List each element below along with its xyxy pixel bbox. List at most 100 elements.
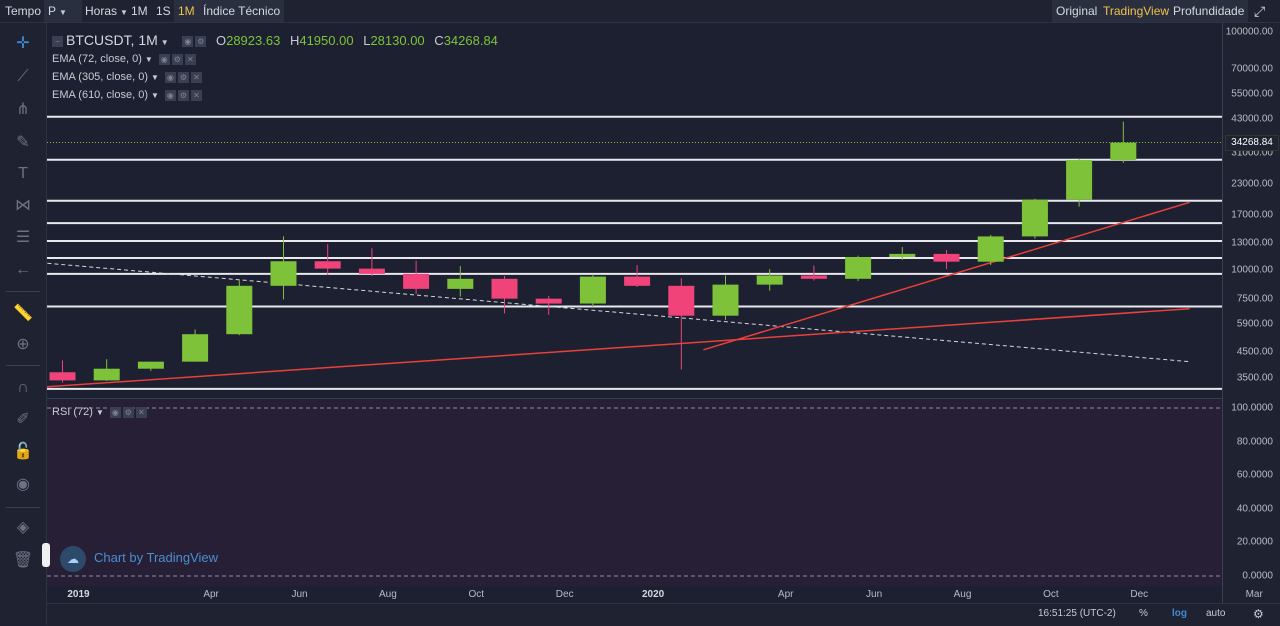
pane-resize-handle[interactable] bbox=[42, 543, 50, 567]
percent-scale-button[interactable]: % bbox=[1139, 608, 1148, 619]
candle[interactable] bbox=[270, 236, 297, 300]
candle[interactable] bbox=[977, 234, 1004, 266]
indicator-button[interactable]: Índice Técnico bbox=[199, 0, 285, 22]
lock-drawing-icon[interactable]: ✐ bbox=[16, 411, 30, 428]
candle[interactable] bbox=[137, 361, 164, 371]
crosshair-icon[interactable]: ✛ bbox=[16, 35, 30, 52]
view-tradingview-tab[interactable]: TradingView bbox=[1099, 0, 1174, 22]
eye-icon[interactable]: ◉ bbox=[16, 476, 30, 493]
view-depth-tab[interactable]: Profundidade bbox=[1169, 0, 1249, 22]
gear-icon[interactable]: ⚙ bbox=[1253, 607, 1264, 621]
trend-lines bbox=[47, 201, 1190, 388]
brush-icon[interactable]: ✎ bbox=[16, 134, 30, 151]
candle[interactable] bbox=[668, 278, 695, 370]
collapse-icon[interactable]: − bbox=[52, 36, 63, 48]
price-chart[interactable] bbox=[47, 23, 1222, 603]
hide-icon[interactable]: ◉ bbox=[164, 89, 176, 101]
chevron-down-icon: ▼ bbox=[151, 91, 159, 100]
close-icon[interactable]: ✕ bbox=[135, 406, 147, 418]
zoom-icon[interactable]: ⊕ bbox=[16, 336, 30, 353]
rsi-indicator[interactable]: RSI (72) ▼ ◉ ⚙ ✕ bbox=[52, 406, 147, 418]
trash-icon[interactable]: 🗑 bbox=[12, 552, 34, 569]
interval-1m-button[interactable]: 1M bbox=[131, 4, 148, 18]
ema-305-indicator[interactable]: EMA (305, close, 0) ▼ ◉ ⚙ ✕ bbox=[52, 71, 202, 83]
settings-icon[interactable]: ⚙ bbox=[195, 36, 207, 48]
pitchfork-icon[interactable]: ⋔ bbox=[16, 101, 30, 118]
candle[interactable] bbox=[1021, 198, 1048, 239]
chevron-down-icon[interactable]: ▼ bbox=[160, 38, 169, 47]
candle-body bbox=[712, 284, 739, 316]
candle[interactable] bbox=[1066, 158, 1093, 207]
trend-line[interactable] bbox=[47, 307, 1190, 388]
back-arrow-icon[interactable]: ← bbox=[15, 261, 31, 278]
price-axis[interactable]: 100000.00 70000.00 55000.00 43000.00 31000.0… bbox=[1222, 23, 1280, 603]
auto-scale-button[interactable]: auto bbox=[1206, 608, 1226, 619]
hide-icon[interactable]: ◉ bbox=[109, 406, 121, 418]
ema-610-indicator[interactable]: EMA (610, close, 0) ▼ ◉ ⚙ ✕ bbox=[52, 89, 202, 101]
lock-icon[interactable]: 🔓 bbox=[13, 443, 33, 460]
layers-icon[interactable]: ◈ bbox=[16, 519, 30, 536]
ruler-icon[interactable]: 📏 bbox=[13, 305, 33, 322]
period-select[interactable]: P ▼ bbox=[44, 0, 82, 22]
candle[interactable] bbox=[712, 275, 739, 320]
candle[interactable] bbox=[889, 247, 916, 260]
tradingview-watermark[interactable]: ☁ Chart by TradingView bbox=[60, 545, 218, 572]
ema-72-indicator[interactable]: EMA (72, close, 0) ▼ ◉ ⚙ ✕ bbox=[52, 53, 196, 65]
text-icon[interactable]: T bbox=[18, 165, 28, 182]
candle[interactable] bbox=[1110, 121, 1137, 163]
candle[interactable] bbox=[624, 265, 651, 288]
close-icon[interactable]: ✕ bbox=[190, 71, 202, 83]
candle[interactable] bbox=[447, 266, 474, 297]
log-scale-button[interactable]: log bbox=[1172, 608, 1187, 619]
candle[interactable] bbox=[800, 265, 827, 281]
candle-body bbox=[314, 261, 341, 269]
candle-body bbox=[137, 361, 164, 369]
low-value: 28130.00 bbox=[370, 33, 425, 48]
horas-select[interactable]: Horas ▼ bbox=[85, 4, 128, 18]
settings-icon[interactable]: ⚙ bbox=[122, 406, 134, 418]
settings-icon[interactable]: ⚙ bbox=[177, 89, 189, 101]
candle[interactable] bbox=[491, 276, 518, 314]
top-toolbar: Tempo P ▼ Horas ▼ 1M 1S 1M Índice Técnico … bbox=[0, 0, 1280, 23]
fullscreen-icon[interactable]: ⤢ bbox=[1254, 3, 1266, 19]
fib-icon[interactable]: ☰ bbox=[15, 229, 31, 246]
chevron-down-icon: ▼ bbox=[120, 8, 128, 17]
close-icon[interactable]: ✕ bbox=[184, 53, 196, 65]
hide-icon[interactable]: ◉ bbox=[164, 71, 176, 83]
close-icon[interactable]: ✕ bbox=[190, 89, 202, 101]
bottom-bar: 16:51:25 (UTC-2) % log auto ⚙ bbox=[47, 603, 1280, 626]
candle-body bbox=[1021, 199, 1048, 237]
hide-icon[interactable]: ◉ bbox=[182, 36, 194, 48]
candle[interactable] bbox=[358, 248, 385, 277]
interval-1s-button[interactable]: 1S bbox=[156, 4, 171, 18]
price-tick-label: 4500.00 bbox=[1236, 346, 1273, 358]
settings-icon[interactable]: ⚙ bbox=[171, 53, 183, 65]
candle[interactable] bbox=[314, 244, 341, 275]
candle[interactable] bbox=[756, 269, 783, 291]
candle-body bbox=[756, 275, 783, 285]
time-tick-label: Oct bbox=[1043, 589, 1059, 600]
magnet-icon[interactable]: ∩ bbox=[17, 379, 29, 396]
candle[interactable] bbox=[579, 274, 606, 308]
hide-icon[interactable]: ◉ bbox=[158, 53, 170, 65]
cloud-icon: ☁ bbox=[60, 545, 86, 572]
trend-line[interactable] bbox=[703, 201, 1190, 351]
trend-line-icon[interactable]: ⟋ bbox=[17, 68, 29, 85]
candle[interactable] bbox=[845, 255, 872, 282]
candle[interactable] bbox=[535, 295, 562, 315]
rsi-tick-label: 40.0000 bbox=[1236, 503, 1273, 515]
candle[interactable] bbox=[226, 280, 253, 336]
dashed-trend-segment[interactable] bbox=[47, 262, 1190, 363]
view-original-tab[interactable]: Original bbox=[1052, 0, 1102, 22]
time-axis[interactable]: 2019 Apr Jun Aug Oct Dec 2020 Apr Jun Aug Oct Dec Ma… bbox=[47, 586, 1262, 603]
candle[interactable] bbox=[182, 329, 209, 362]
interval-1m-active-button[interactable]: 1M bbox=[174, 0, 199, 22]
rsi-tick-label: 0.0000 bbox=[1242, 570, 1273, 582]
candle[interactable] bbox=[49, 360, 76, 383]
pattern-icon[interactable]: ⋈ bbox=[15, 197, 31, 214]
candle[interactable] bbox=[933, 249, 960, 270]
close-label: C bbox=[434, 33, 444, 48]
settings-icon[interactable]: ⚙ bbox=[177, 71, 189, 83]
candle[interactable] bbox=[93, 359, 120, 381]
candle[interactable] bbox=[403, 260, 430, 294]
